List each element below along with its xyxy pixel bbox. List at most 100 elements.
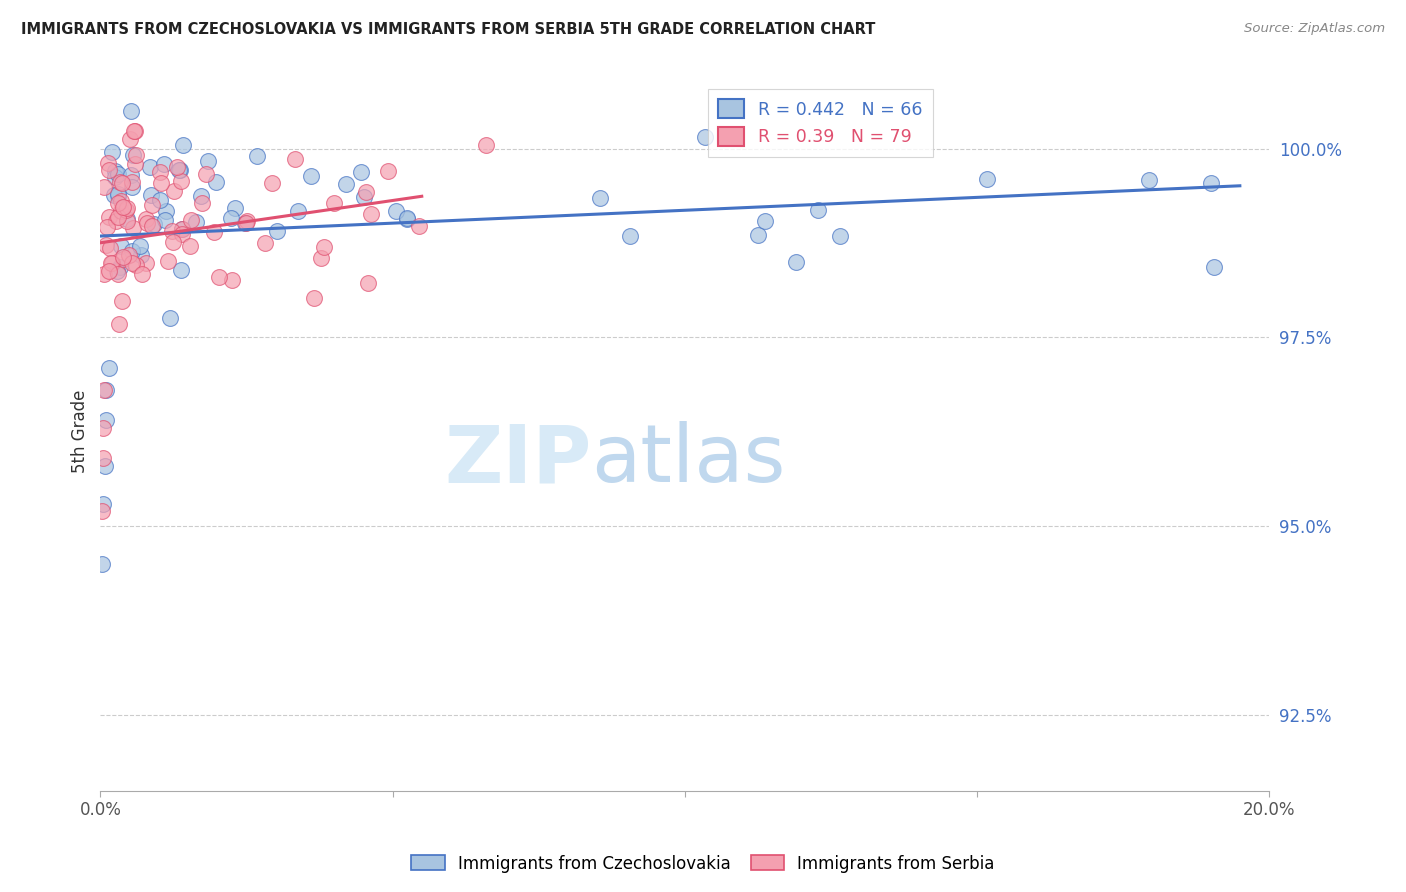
Point — [172, 222, 194, 236]
Point — [110, 239, 132, 253]
Text: ZIP: ZIP — [444, 422, 591, 500]
Point — [309, 251, 332, 265]
Point — [100, 145, 122, 159]
Point — [172, 222, 194, 236]
Point — [139, 161, 162, 175]
Point — [149, 165, 172, 179]
Point — [754, 214, 776, 228]
Legend: R = 0.442   N = 66, R = 0.39   N = 79: R = 0.442 N = 66, R = 0.39 N = 79 — [707, 89, 934, 157]
Text: IMMIGRANTS FROM CZECHOSLOVAKIA VS IMMIGRANTS FROM SERBIA 5TH GRADE CORRELATION C: IMMIGRANTS FROM CZECHOSLOVAKIA VS IMMIGR… — [21, 22, 876, 37]
Point — [131, 267, 153, 281]
Point — [184, 215, 207, 229]
Point — [114, 202, 136, 217]
Point — [124, 157, 146, 171]
Point — [163, 185, 186, 199]
Point — [112, 250, 135, 264]
Point — [107, 187, 129, 202]
Point — [141, 198, 163, 212]
Point — [120, 168, 142, 182]
Point — [169, 163, 191, 178]
Point — [135, 256, 157, 270]
Point — [357, 276, 380, 290]
Point — [396, 211, 419, 226]
Point — [110, 194, 132, 208]
Point — [152, 157, 174, 171]
Point — [107, 268, 129, 282]
Point — [122, 124, 145, 138]
Point — [747, 227, 769, 242]
Point — [160, 223, 183, 237]
Point — [322, 195, 344, 210]
Point — [785, 255, 807, 269]
Point — [107, 167, 129, 181]
Point — [162, 235, 184, 249]
Text: atlas: atlas — [591, 422, 786, 500]
Point — [100, 255, 122, 269]
Point — [976, 172, 998, 186]
Point — [105, 213, 128, 227]
Point — [695, 129, 717, 144]
Point — [204, 175, 226, 189]
Point — [129, 239, 152, 253]
Point — [287, 204, 309, 219]
Point — [111, 293, 134, 308]
Point — [159, 310, 181, 325]
Point — [98, 360, 121, 375]
Point — [93, 421, 115, 435]
Point — [354, 185, 377, 199]
Point — [1204, 260, 1226, 274]
Point — [266, 224, 288, 238]
Point — [155, 203, 177, 218]
Point — [142, 217, 165, 231]
Point — [195, 167, 218, 181]
Point — [91, 504, 114, 518]
Point — [299, 169, 322, 183]
Point — [115, 214, 138, 228]
Legend: Immigrants from Czechoslovakia, Immigrants from Serbia: Immigrants from Czechoslovakia, Immigran… — [405, 848, 1001, 880]
Point — [120, 103, 142, 118]
Point — [197, 153, 219, 168]
Point — [377, 164, 399, 178]
Point — [124, 148, 146, 162]
Point — [122, 148, 145, 162]
Point — [190, 189, 212, 203]
Point — [94, 413, 117, 427]
Point — [284, 152, 307, 166]
Point — [353, 190, 375, 204]
Point — [619, 228, 641, 243]
Point — [93, 458, 115, 473]
Point — [135, 211, 157, 226]
Point — [111, 176, 134, 190]
Point — [108, 317, 131, 331]
Point — [149, 176, 172, 190]
Point — [235, 216, 257, 230]
Point — [94, 238, 117, 252]
Point — [105, 263, 128, 277]
Point — [169, 174, 191, 188]
Point — [107, 210, 129, 224]
Y-axis label: 5th Grade: 5th Grade — [72, 390, 89, 474]
Point — [167, 162, 190, 177]
Point — [98, 162, 121, 177]
Point — [170, 227, 193, 241]
Point — [112, 252, 135, 267]
Point — [156, 253, 179, 268]
Point — [107, 189, 129, 203]
Point — [118, 247, 141, 261]
Point — [98, 241, 121, 255]
Point — [474, 138, 496, 153]
Point — [179, 239, 201, 253]
Point — [122, 221, 145, 235]
Point — [91, 557, 114, 571]
Point — [395, 211, 418, 226]
Point — [304, 291, 326, 305]
Point — [207, 270, 229, 285]
Point — [124, 124, 146, 138]
Point — [108, 260, 131, 275]
Point — [96, 220, 118, 235]
Point — [246, 149, 269, 163]
Point — [104, 170, 127, 185]
Point — [100, 256, 122, 270]
Point — [221, 273, 243, 287]
Point — [1199, 176, 1222, 190]
